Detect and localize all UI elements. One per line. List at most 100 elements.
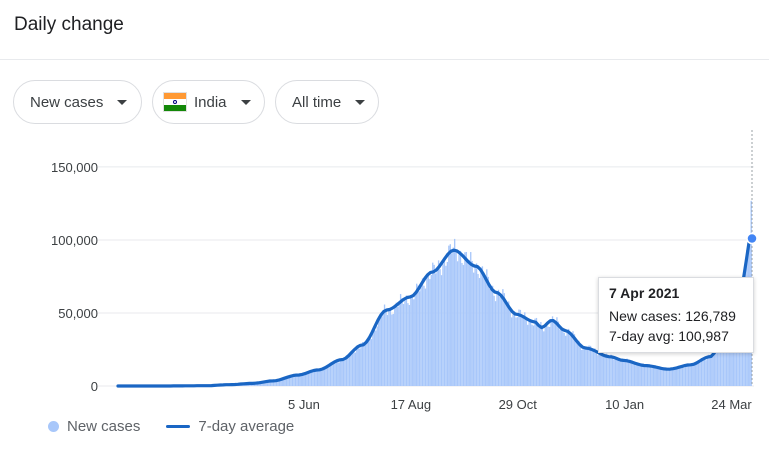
daily-change-chart[interactable]: 0 50,000 100,000 150,000 5 Jun 17 Aug 29 Oct 1… (0, 130, 769, 415)
new-cases-bar (267, 381, 269, 386)
new-cases-bar (296, 374, 298, 386)
legend-item-7day-average[interactable]: 7-day average (166, 418, 294, 435)
new-cases-bar (649, 366, 652, 386)
new-cases-bar (372, 332, 374, 386)
new-cases-bar (493, 295, 495, 386)
new-cases-bar (361, 342, 364, 386)
y-tick-label: 50,000 (58, 306, 98, 321)
new-cases-bar (416, 283, 418, 386)
new-cases-bar (497, 289, 500, 386)
country-dropdown-label: India (194, 93, 227, 111)
new-cases-bar (541, 326, 543, 386)
new-cases-bar (359, 348, 361, 386)
new-cases-bar (659, 366, 662, 386)
new-cases-bar (432, 262, 434, 386)
new-cases-bar (256, 383, 259, 386)
new-cases-bar (510, 317, 513, 386)
new-cases-bar (429, 279, 431, 386)
new-cases-bar (306, 373, 308, 386)
new-cases-bar (690, 364, 692, 386)
new-cases-bar (673, 369, 675, 386)
range-dropdown[interactable]: All time (275, 80, 379, 124)
new-cases-bar (344, 359, 346, 386)
new-cases-bar (261, 382, 263, 386)
new-cases-bar (706, 356, 709, 386)
new-cases-bar (407, 303, 409, 386)
new-cases-bar (335, 360, 337, 386)
new-cases-bar (640, 365, 643, 386)
new-cases-bar (265, 381, 267, 386)
new-cases-bar (681, 366, 684, 386)
new-cases-bar (389, 308, 392, 386)
new-cases-bar (338, 362, 340, 386)
x-tick-label: 29 Oct (499, 397, 538, 412)
new-cases-bar (623, 360, 625, 386)
new-cases-bar (281, 378, 283, 386)
new-cases-bar (395, 302, 397, 386)
new-cases-bar (378, 316, 380, 386)
new-cases-bar (605, 353, 608, 386)
new-cases-bar (591, 349, 593, 386)
new-cases-bar (290, 376, 292, 386)
new-cases-bar (462, 264, 465, 386)
new-cases-bar (278, 380, 281, 386)
new-cases-bar (379, 314, 381, 386)
new-cases-bar (632, 361, 634, 386)
new-cases-bar (531, 324, 533, 386)
metric-dropdown[interactable]: New cases (13, 80, 142, 124)
new-cases-bar (474, 267, 476, 386)
new-cases-bar (613, 359, 615, 386)
y-tick-label: 150,000 (51, 160, 98, 175)
new-cases-bar (439, 269, 441, 386)
legend-item-new-cases[interactable]: New cases (48, 418, 140, 435)
new-cases-bar (505, 303, 507, 386)
new-cases-bar (420, 284, 422, 386)
new-cases-bar (585, 349, 587, 386)
new-cases-bar (319, 369, 321, 386)
new-cases-bar (525, 318, 527, 386)
new-cases-bar (484, 276, 487, 386)
new-cases-bar (709, 356, 711, 386)
new-cases-bar (502, 289, 504, 386)
new-cases-bar (277, 380, 279, 386)
new-cases-bar (600, 352, 602, 386)
new-cases-bar (376, 326, 378, 386)
new-cases-bar (258, 382, 260, 386)
new-cases-bar (445, 265, 447, 386)
country-dropdown[interactable]: India (152, 80, 265, 124)
new-cases-bar (718, 344, 720, 386)
new-cases-bar (388, 310, 390, 386)
new-cases-bar (268, 381, 270, 386)
new-cases-bar (477, 273, 479, 386)
new-cases-bar (323, 367, 326, 386)
tooltip-7day-avg: 7-day avg: 100,987 (609, 328, 729, 344)
bars-group (131, 200, 752, 386)
new-cases-bar (331, 363, 333, 386)
new-cases-bar (284, 378, 286, 386)
new-cases-bar (307, 371, 310, 386)
new-cases-bar (702, 358, 704, 386)
flag-saffron-band (164, 93, 186, 99)
new-cases-bar (695, 363, 697, 386)
flag-white-band (164, 99, 186, 105)
new-cases-bar (294, 375, 297, 386)
new-cases-bar (413, 299, 415, 386)
new-cases-bar (635, 365, 637, 386)
new-cases-bar (325, 367, 327, 386)
new-cases-bar (391, 314, 393, 386)
new-cases-bar (508, 301, 510, 386)
new-cases-bar (566, 330, 568, 386)
new-cases-bar (646, 366, 649, 386)
new-cases-bar (582, 347, 584, 386)
new-cases-bar (664, 368, 666, 386)
new-cases-bar (629, 362, 631, 386)
new-cases-bar (588, 345, 590, 386)
new-cases-bar (700, 361, 703, 386)
new-cases-bar (458, 254, 460, 386)
new-cases-bar (465, 251, 468, 386)
flag-wheel (173, 100, 177, 104)
new-cases-bar (630, 362, 633, 386)
new-cases-bar (626, 358, 628, 386)
new-cases-bar (475, 263, 478, 386)
new-cases-bar (353, 352, 355, 386)
